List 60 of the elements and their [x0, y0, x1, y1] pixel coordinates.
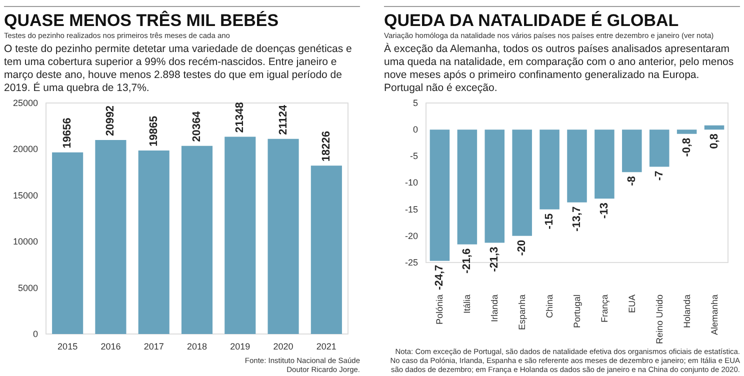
x-tick-label: 2019 — [230, 342, 250, 352]
x-tick-label: Alemanha — [709, 294, 720, 335]
data-label: 18226 — [320, 131, 332, 162]
data-label: 20992 — [104, 105, 117, 136]
y-tick-label: 10000 — [12, 236, 38, 247]
x-tick-label: Portugal — [572, 294, 582, 328]
data-label: -13,7 — [571, 206, 583, 232]
x-tick-label: Holanda — [682, 294, 692, 328]
data-label: 21348 — [234, 102, 246, 133]
data-label: -7 — [653, 170, 666, 181]
x-tick-label: 2015 — [58, 342, 78, 352]
y-tick-label: 0 — [412, 124, 418, 135]
data-label: 19656 — [62, 118, 74, 148]
y-tick-label: 5000 — [18, 282, 38, 293]
y-tick-label: -20 — [404, 230, 418, 241]
bar — [95, 140, 126, 334]
x-tick-label: 2017 — [144, 342, 164, 352]
data-label: 20364 — [191, 110, 203, 142]
data-label: -15 — [544, 213, 556, 230]
x-tick-label: 2020 — [273, 342, 294, 352]
x-tick-label: 2018 — [186, 342, 208, 352]
data-label: -13 — [598, 202, 610, 219]
data-label: -0,8 — [680, 138, 693, 157]
y-tick-label: -10 — [404, 178, 418, 188]
y-tick-label: 0 — [32, 329, 38, 339]
x-tick-label: 2016 — [100, 342, 121, 352]
y-tick-label: -15 — [404, 204, 418, 214]
y-tick-label: 15000 — [12, 190, 38, 200]
bar — [310, 166, 342, 334]
data-label: -8 — [626, 176, 638, 186]
data-label: 21124 — [277, 104, 290, 135]
x-tick-label: EUA — [626, 294, 637, 313]
data-label: -24,7 — [434, 264, 446, 290]
x-tick-label: Itália — [462, 294, 472, 314]
x-tick-label: Polónia — [434, 294, 445, 324]
bar — [52, 152, 84, 334]
text: À exceção da Alemanha, todos os outros países analisados apresentaram uma queda na natalidade, em comparação com o ano anterior, pelo menos nove meses após o primeiro confinamento generalizado na Europa. Portugal não é exceção. — [384, 43, 735, 95]
x-tick-label: Reino Unido — [654, 294, 664, 344]
x-tick-label: China — [544, 294, 555, 318]
bar — [181, 146, 213, 334]
y-tick-label: -25 — [404, 257, 418, 268]
bar — [138, 150, 170, 334]
chart-title: QUASE MENOS TRÊS MIL BEBÉS — [4, 6, 360, 31]
bar — [224, 136, 256, 334]
text: O teste do pezinho permite detetar uma variedade de doenças genéticas e tem uma cobertura superior a 99% dos recém-nascidos. Entre janeiro e março deste ano, houve menos 2.898 testes do que em igual período de 2019. É uma quebra de 13,7%. — [4, 43, 353, 95]
x-tick-label: França — [599, 294, 610, 322]
y-tick-label: -5 — [410, 151, 418, 162]
y-tick-label: 5 — [412, 98, 418, 108]
data-label: 0,8 — [708, 134, 720, 149]
data-label: -21,3 — [488, 246, 501, 272]
y-tick-label: 25000 — [12, 98, 38, 108]
x-tick-label: 2021 — [316, 342, 336, 352]
x-tick-label: Irlanda — [490, 294, 500, 322]
chart-title: QUEDA DA NATALIDADE É GLOBAL — [384, 6, 740, 31]
data-label: -21,6 — [461, 248, 474, 274]
bar — [268, 138, 299, 334]
data-label: 19865 — [148, 116, 160, 146]
y-tick-label: 20000 — [12, 144, 38, 154]
data-label: -20 — [516, 240, 528, 256]
x-tick-label: Espanha — [517, 294, 528, 330]
